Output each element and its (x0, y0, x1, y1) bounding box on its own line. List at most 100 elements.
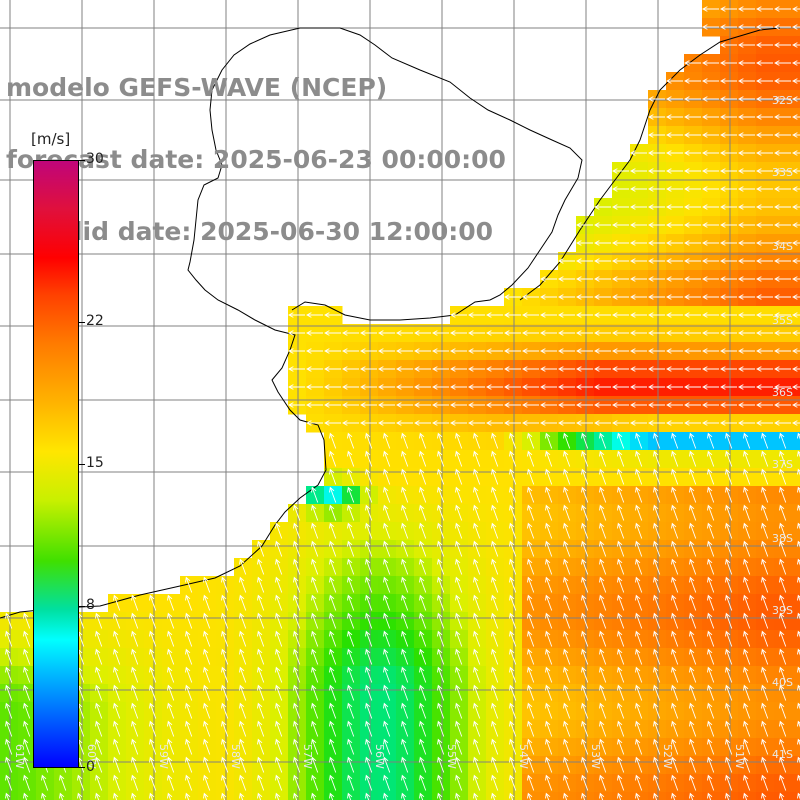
wind-arrow (545, 792, 551, 800)
wind-arrow (738, 132, 755, 138)
wind-arrow (725, 468, 733, 485)
wind-arrow (563, 720, 571, 737)
wind-arrow (437, 432, 445, 449)
wind-arrow (653, 486, 661, 503)
wind-arrow (617, 594, 625, 611)
wind-arrow (419, 684, 427, 701)
wind-arrow (342, 402, 359, 408)
wind-arrow (113, 594, 121, 611)
wind-arrow (414, 420, 431, 426)
wind-arrow (648, 132, 665, 138)
wind-arrow (594, 204, 611, 210)
wind-arrow (684, 168, 701, 174)
wind-arrow (437, 684, 445, 701)
colorbar-tick (79, 767, 85, 768)
wind-arrow (653, 522, 661, 539)
wind-arrow (743, 558, 751, 575)
wind-arrow (324, 348, 341, 354)
wind-arrow (689, 648, 697, 665)
wind-arrow (257, 630, 265, 647)
wind-arrow (239, 756, 247, 773)
wind-arrow (612, 294, 629, 300)
wind-arrow (23, 756, 31, 773)
wind-arrow (720, 132, 737, 138)
wind-arrow (774, 24, 791, 30)
wind-arrow (396, 348, 413, 354)
wind-arrow (419, 774, 427, 791)
wind-arrow (599, 630, 607, 647)
wind-arrow (702, 132, 719, 138)
wind-arrow (293, 666, 301, 683)
wind-arrow (630, 330, 647, 336)
wind-arrow (612, 168, 629, 174)
wind-arrow (617, 612, 625, 629)
wind-arrow (311, 486, 319, 503)
wind-arrow (473, 504, 481, 521)
wind-arrow (491, 486, 499, 503)
wind-arrow (581, 666, 589, 683)
wind-arrow (558, 258, 575, 264)
wind-arrow (473, 486, 481, 503)
wind-arrow (599, 432, 607, 449)
wind-arrow (131, 792, 137, 800)
wind-arrow (239, 702, 247, 719)
wind-arrow (756, 384, 773, 390)
wind-arrow (797, 648, 800, 656)
wind-arrow (365, 576, 373, 593)
wind-arrow (419, 720, 427, 737)
wind-arrow (707, 630, 715, 647)
wind-arrow (522, 294, 539, 300)
wind-arrow (239, 666, 247, 683)
wind-arrow (342, 366, 359, 372)
wind-arrow (738, 24, 755, 30)
wind-arrow (720, 420, 737, 426)
wind-arrow (756, 366, 773, 372)
wind-arrow (149, 648, 157, 665)
wind-arrow (756, 78, 773, 84)
wind-arrow (792, 132, 800, 138)
wind-arrow (774, 96, 791, 102)
wind-arrow (486, 312, 503, 318)
wind-arrow (797, 432, 800, 440)
wind-arrow (131, 774, 139, 791)
wind-arrow (491, 720, 499, 737)
wind-arrow (774, 114, 791, 120)
wind-arrow (743, 756, 751, 773)
wind-arrow (617, 540, 625, 557)
wind-arrow (684, 114, 701, 120)
wind-arrow (293, 738, 301, 755)
wind-arrow (612, 402, 629, 408)
wind-arrow (23, 648, 31, 665)
wind-arrow (23, 612, 31, 629)
wind-arrow (720, 366, 737, 372)
wind-arrow (666, 222, 683, 228)
wind-arrow (437, 666, 445, 683)
wind-arrow (617, 684, 625, 701)
wind-arrow (594, 276, 611, 282)
wind-arrow (653, 792, 659, 800)
wind-arrow (779, 504, 787, 521)
wind-arrow (59, 774, 67, 791)
wind-arrow (347, 630, 355, 647)
wind-arrow (509, 450, 517, 467)
wind-arrow (437, 756, 445, 773)
wind-arrow (509, 792, 515, 800)
wind-arrow (743, 702, 751, 719)
wind-cell (792, 612, 800, 631)
wind-arrow (545, 450, 553, 467)
wind-arrow (648, 276, 665, 282)
wind-arrow (365, 450, 373, 467)
wind-arrow (563, 738, 571, 755)
wind-arrow (455, 792, 461, 800)
wind-arrow (774, 150, 791, 156)
wind-arrow (630, 186, 647, 192)
wind-arrow (293, 522, 301, 539)
wind-arrow (239, 648, 247, 665)
wind-arrow (545, 648, 553, 665)
wind-arrow (738, 258, 755, 264)
wind-arrow (329, 450, 337, 467)
wind-arrow (329, 774, 337, 791)
wind-arrow (437, 720, 445, 737)
wind-arrow (473, 594, 481, 611)
wind-arrow (761, 720, 769, 737)
